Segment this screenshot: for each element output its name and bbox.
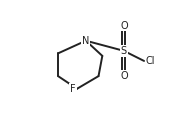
Text: F: F [70, 84, 76, 94]
Text: O: O [120, 71, 128, 81]
Text: N: N [82, 36, 90, 46]
Text: O: O [120, 21, 128, 30]
Text: Cl: Cl [145, 56, 155, 66]
Text: S: S [121, 46, 127, 56]
